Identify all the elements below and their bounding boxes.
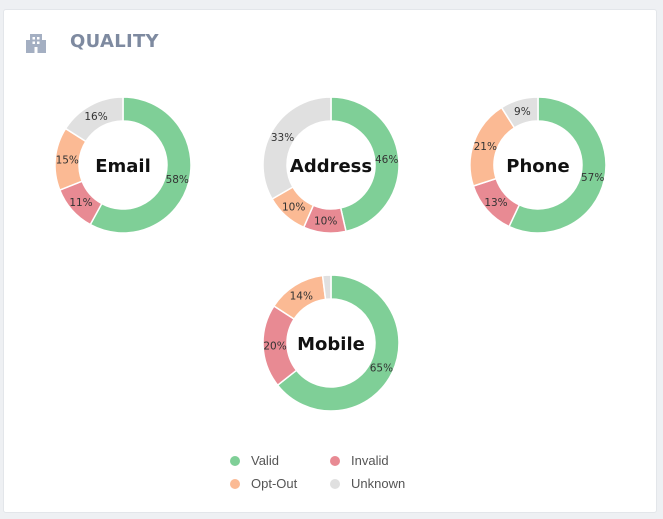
slice-data-label: 13% (484, 197, 507, 209)
legend-swatch-unknown (330, 479, 340, 489)
donut-slice-valid[interactable] (89, 96, 192, 234)
donut-chart-mobile: 65% 20% 14% Mobile (262, 274, 400, 412)
slice-data-label: 57% (581, 172, 604, 184)
slice-data-label: 9% (514, 106, 531, 118)
donut-center-title: Mobile (297, 334, 365, 355)
donut-slice-valid[interactable] (508, 96, 607, 234)
donut-center-title: Address (290, 156, 372, 177)
donut-center-title: Email (95, 156, 151, 177)
legend-label: Unknown (351, 476, 406, 491)
chart-legend: Valid Invalid Opt-Out Unknown (230, 453, 450, 497)
card-title: QUALITY (70, 31, 159, 52)
donut-chart-email: 58% 11% 15% 16% Email (54, 96, 192, 234)
donut-chart-phone: 57% 13% 21% 9% Phone (469, 96, 607, 234)
slice-data-label: 20% (263, 341, 286, 353)
slice-data-label: 14% (290, 291, 313, 303)
slice-data-label: 58% (166, 174, 189, 186)
donut-slice-valid[interactable] (276, 274, 400, 412)
donut-slice-unknown[interactable] (321, 274, 332, 301)
donut-slice-unknown[interactable] (262, 96, 332, 201)
donut-slice-valid[interactable] (330, 96, 400, 233)
building-icon (24, 30, 48, 54)
quality-card: QUALITY (3, 9, 657, 513)
slice-data-label: 16% (84, 111, 107, 123)
legend-label: Valid (251, 453, 279, 468)
slice-data-label: 21% (474, 141, 497, 153)
donut-slice-unknown[interactable] (64, 96, 124, 143)
slice-data-label: 11% (69, 197, 92, 209)
donut-center-title: Phone (506, 156, 569, 177)
slice-data-label: 10% (314, 216, 337, 228)
slice-data-label: 46% (375, 154, 398, 166)
slice-data-label: 10% (282, 202, 305, 214)
donut-chart-address: 46% 10% 10% 33% Address (262, 96, 400, 234)
legend-swatch-opt-out (230, 479, 240, 489)
legend-swatch-invalid (330, 456, 340, 466)
slice-data-label: 15% (56, 155, 79, 167)
donut-slice-unknown[interactable] (500, 96, 539, 129)
legend-label: Invalid (351, 453, 389, 468)
legend-swatch-valid (230, 456, 240, 466)
slice-data-label: 65% (370, 362, 393, 374)
slice-data-label: 33% (271, 132, 294, 144)
legend-label: Opt-Out (251, 476, 298, 491)
